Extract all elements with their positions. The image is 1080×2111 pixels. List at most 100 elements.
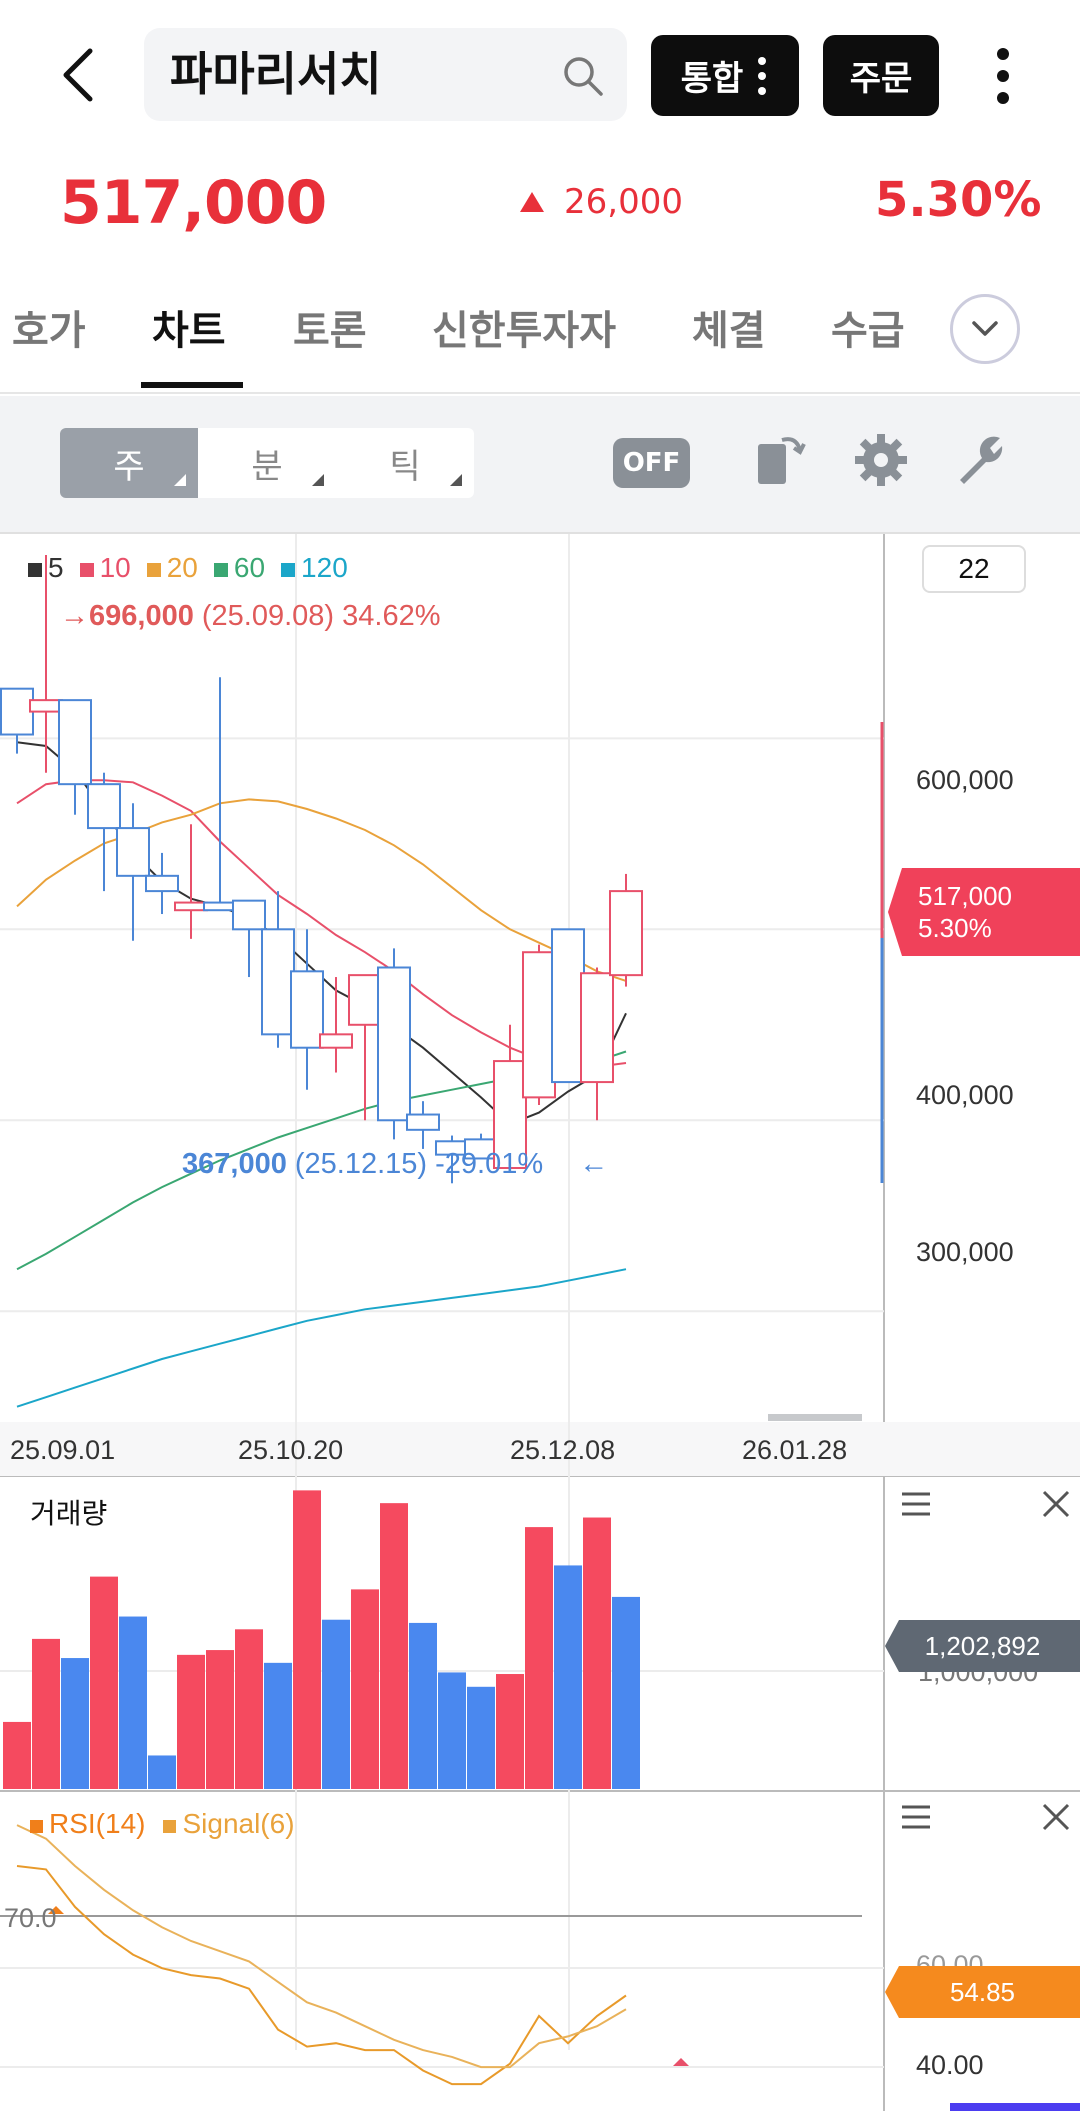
legend-item-ma5: 5 [28,552,64,584]
rsi-y-tick-40: 40.00 [916,2050,984,2080]
rotate-screen-icon[interactable] [752,430,812,490]
y-tick-400000: 400,000 [916,1080,1014,1110]
right-arrow-icon: → [60,600,89,632]
candle-body [348,974,382,1026]
kebab-icon [997,48,1009,104]
candle-body [522,951,556,1099]
volume-bar [264,1662,292,1789]
chevron-down-icon [972,321,998,336]
legend-item-ma10: 10 [79,552,131,584]
candle-body [174,901,208,912]
volume-bar [351,1589,379,1789]
candle-body [58,699,92,786]
y-tick-300000: 300,000 [916,1237,1014,1267]
change-percent: 5.30% [875,172,1042,228]
close-icon[interactable] [1036,1797,1076,1837]
back-button[interactable] [48,40,108,110]
volume-bar [293,1490,321,1789]
off-toggle[interactable]: OFF [613,438,690,488]
tab-supply[interactable]: 수급 [831,308,905,354]
stock-chart[interactable] [0,534,1080,2111]
volume-title: 거래량 [30,1498,108,1529]
active-tab-indicator [141,382,243,388]
top-bar: 파마리서치 통합 주문 [0,0,1080,150]
volume-bar [380,1503,408,1789]
volume-bar [235,1629,263,1789]
volume-bar [496,1674,524,1789]
settings-gear-icon[interactable] [851,430,911,490]
low-price-label: 367,000 (25.12.15) -29.01% ← [182,1148,609,1180]
change-value: 26,000 [564,182,683,222]
volume-bar [525,1527,553,1789]
candle-body [493,1060,527,1170]
dots-icon [758,56,767,95]
candle-body [319,1033,353,1049]
volume-bar [206,1650,234,1789]
more-tabs-button[interactable] [950,294,1020,364]
volume-bar [3,1721,31,1789]
candle-body [290,970,324,1049]
rsi-marker [673,2058,689,2066]
x-tick-4: 26.01.28 [742,1435,848,1465]
candle-body [0,687,34,736]
ma-legend: 5 10 20 60 120 [28,552,348,584]
price-change: 26,000 [520,182,683,222]
close-icon[interactable] [1036,1484,1076,1524]
candle-body [116,827,150,877]
candle-body [203,901,237,912]
period-minute[interactable]: 분 [198,428,336,498]
volume-bar [583,1517,611,1789]
more-menu-button[interactable] [978,40,1028,112]
search-text: 파마리서치 [170,47,382,101]
volume-bar [438,1672,466,1789]
left-arrow-icon: ← [579,1148,609,1180]
tab-discussion[interactable]: 토론 [293,308,367,354]
candle-count-box[interactable]: 22 [922,545,1026,593]
search-icon[interactable] [561,54,605,98]
period-tick[interactable]: 틱 [336,428,474,498]
tab-trades[interactable]: 체결 [692,308,766,354]
rsi-legend: RSI(14) Signal(6) [30,1808,295,1840]
legend-item-ma20: 20 [146,552,198,584]
legend-item-rsi: RSI(14) [30,1808,145,1840]
high-price-label: →696,000 (25.09.08) 34.62% [60,600,441,632]
candle-body [377,966,411,1122]
legend-item-signal: Signal(6) [163,1808,295,1840]
x-tick-1: 25.09.01 [10,1435,116,1465]
chevron-left-icon [63,48,93,102]
period-selector: 주 분 틱 [60,428,474,498]
volume-bar [612,1596,640,1789]
order-button[interactable]: 주문 [823,35,939,116]
tab-chart[interactable]: 차트 [152,308,226,354]
candle-body [29,699,63,713]
volume-current-tag: 1,202,892 [885,1620,1080,1672]
volume-bar [554,1565,582,1789]
candle-body [609,890,643,977]
candle-body [232,899,266,931]
tab-shinhan-investor[interactable]: 신한투자자 [432,308,616,354]
candle-body [551,928,585,1084]
menu-icon[interactable] [896,1484,936,1524]
chart-toolbar: 주 분 틱 OFF [0,396,1080,534]
legend-item-ma60: 60 [213,552,265,584]
tab-bar: 호가 차트 토론 신한투자자 체결 수급 [0,290,1080,394]
rsi-marker [48,1906,64,1914]
volume-bar [322,1619,350,1789]
period-week[interactable]: 주 [60,428,198,498]
signal-line [16,1824,627,2069]
integrated-button[interactable]: 통합 [651,35,799,116]
integrated-label: 통합 [680,59,744,99]
volume-bar [32,1638,60,1789]
candle-body [145,874,179,893]
volume-bar [90,1576,118,1789]
menu-icon[interactable] [896,1797,936,1837]
search-box[interactable]: 파마리서치 [144,28,627,121]
rsi-line [16,1865,627,2086]
wrench-icon[interactable] [950,430,1010,490]
volume-bar [119,1616,147,1789]
x-tick-2: 25.10.20 [238,1435,344,1465]
volume-bar [467,1686,495,1789]
current-price-tag: 517,000 5.30% [888,868,1080,956]
tab-orderbook[interactable]: 호가 [12,308,86,354]
volume-bar [177,1654,205,1789]
